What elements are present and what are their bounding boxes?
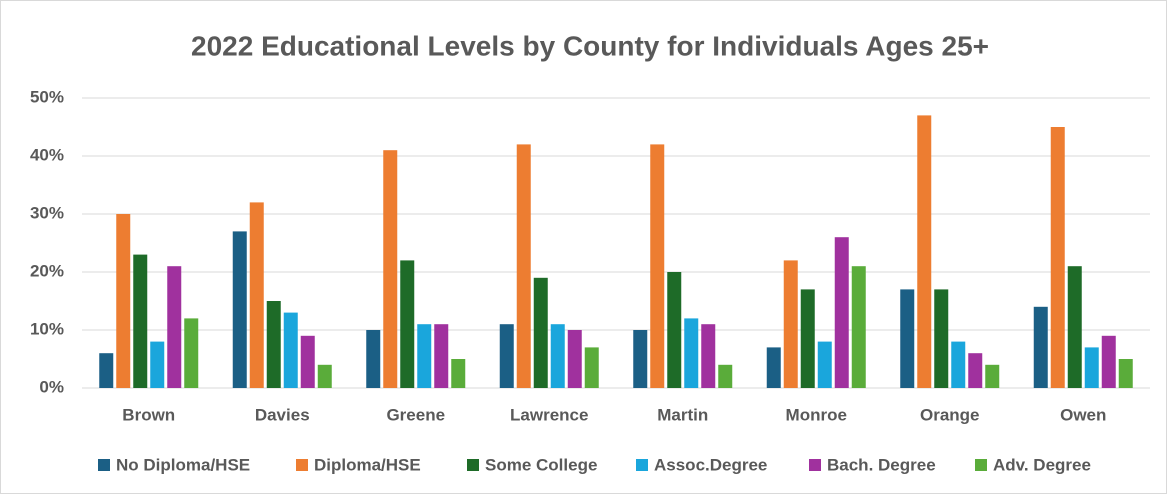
bar: [900, 289, 915, 388]
bar: [701, 324, 716, 388]
x-tick-label: Owen: [1060, 405, 1106, 424]
legend-swatch: [809, 459, 821, 471]
bar: [650, 144, 665, 388]
y-tick-label: 0%: [39, 377, 64, 396]
x-tick-label: Orange: [920, 405, 980, 424]
bar: [366, 330, 381, 388]
bar: [934, 289, 949, 388]
legend-label: Bach. Degree: [827, 455, 936, 474]
bar: [633, 330, 648, 388]
bar: [834, 237, 849, 388]
bar: [533, 277, 548, 388]
bar: [232, 231, 247, 388]
bar: [249, 202, 264, 388]
x-tick-label: Davies: [255, 405, 310, 424]
bar: [1101, 335, 1116, 388]
bar: [383, 150, 398, 388]
bar: [451, 359, 466, 388]
x-tick-label: Lawrence: [510, 405, 588, 424]
chart-title: 2022 Educational Levels by County for In…: [191, 30, 989, 61]
y-tick-label: 50%: [30, 87, 64, 106]
bar: [951, 341, 966, 388]
legend-label: No Diploma/HSE: [116, 455, 250, 474]
bar: [150, 341, 165, 388]
bar: [1033, 306, 1048, 388]
bar: [550, 324, 565, 388]
bar: [300, 335, 315, 388]
bar: [167, 266, 182, 388]
legend-swatch: [98, 459, 110, 471]
bar: [184, 318, 199, 388]
bar: [800, 289, 815, 388]
legend-swatch: [296, 459, 308, 471]
bar: [417, 324, 432, 388]
bar: [851, 266, 866, 388]
bar: [1084, 347, 1099, 388]
legend-swatch: [975, 459, 987, 471]
legend-label: Diploma/HSE: [314, 455, 421, 474]
y-tick-label: 30%: [30, 203, 64, 222]
bar: [766, 347, 781, 388]
bar: [116, 214, 131, 388]
bar: [817, 341, 832, 388]
bar: [968, 353, 983, 388]
bar: [434, 324, 449, 388]
y-tick-label: 40%: [30, 145, 64, 164]
bar: [499, 324, 514, 388]
bar: [516, 144, 531, 388]
bar: [718, 364, 733, 388]
bar: [667, 272, 682, 388]
bar: [317, 364, 332, 388]
x-tick-label: Greene: [386, 405, 445, 424]
x-tick-label: Monroe: [786, 405, 847, 424]
bar: [1050, 127, 1065, 388]
bar: [1118, 359, 1133, 388]
legend-swatch: [467, 459, 479, 471]
y-tick-label: 10%: [30, 319, 64, 338]
bar: [783, 260, 798, 388]
bar: [1067, 266, 1082, 388]
bar: [567, 330, 582, 388]
bar: [584, 347, 599, 388]
bar: [684, 318, 699, 388]
bar: [283, 312, 298, 388]
legend-label: Assoc.Degree: [654, 455, 767, 474]
bar: [400, 260, 415, 388]
y-tick-label: 20%: [30, 261, 64, 280]
x-tick-label: Martin: [657, 405, 708, 424]
legend-label: Adv. Degree: [993, 455, 1091, 474]
bar: [917, 115, 932, 389]
bar: [985, 364, 1000, 388]
bar: [266, 301, 281, 388]
bar: [133, 254, 148, 388]
legend-label: Some College: [485, 455, 597, 474]
legend-swatch: [636, 459, 648, 471]
x-tick-label: Brown: [122, 405, 175, 424]
bar: [99, 353, 114, 388]
